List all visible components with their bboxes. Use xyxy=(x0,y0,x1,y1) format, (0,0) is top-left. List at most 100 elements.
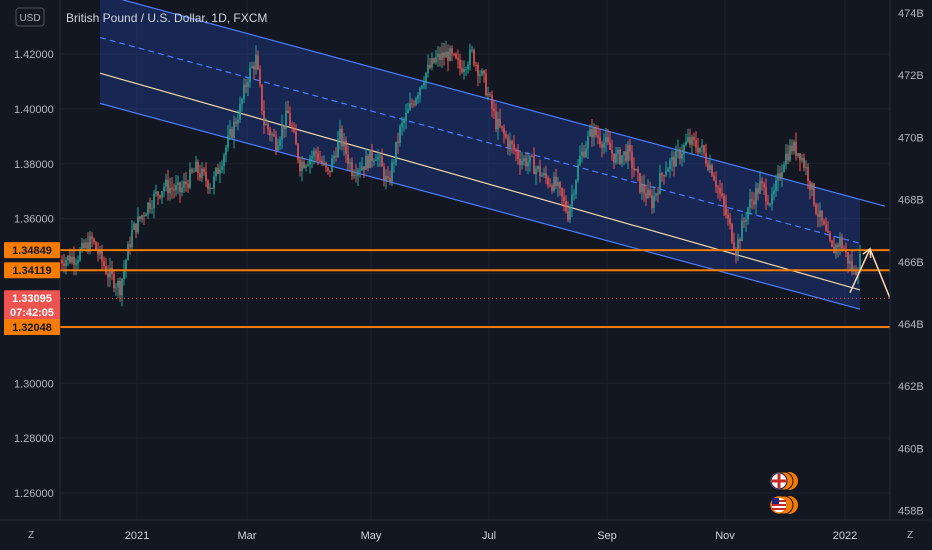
candle-body xyxy=(303,161,305,168)
candle-body xyxy=(215,168,217,177)
candle-body xyxy=(297,144,299,160)
candle-body xyxy=(319,160,321,162)
us-event-flag-icon[interactable] xyxy=(770,495,798,515)
candle-body xyxy=(431,58,433,68)
candle-body xyxy=(443,52,445,58)
candle-body xyxy=(491,95,493,109)
candle-body xyxy=(263,111,265,126)
candle-body xyxy=(69,255,71,263)
candle-body xyxy=(475,64,477,66)
trend-channel-lower-line[interactable] xyxy=(99,102,861,310)
candle-body xyxy=(223,155,225,167)
candle-body xyxy=(97,249,99,255)
candle-body xyxy=(247,82,249,87)
candle-body xyxy=(455,53,457,59)
candle-body xyxy=(217,168,219,174)
candle-body xyxy=(697,147,699,153)
candle-body xyxy=(187,183,189,188)
candle-body xyxy=(575,180,577,194)
candle-body xyxy=(701,145,703,148)
candle-body xyxy=(149,202,151,209)
candle-body xyxy=(191,169,193,172)
candle-body xyxy=(659,173,661,194)
candle-body xyxy=(591,129,593,138)
candle-body xyxy=(565,201,567,212)
candle-body xyxy=(801,157,803,161)
candle-body xyxy=(325,162,327,168)
candle-body xyxy=(207,180,209,189)
candle-body xyxy=(651,195,653,208)
candle-body xyxy=(323,162,325,164)
candle-body xyxy=(605,137,607,143)
candle-body xyxy=(727,215,729,219)
candle-body xyxy=(435,57,437,63)
candle-body xyxy=(115,287,117,289)
left-axis-tick-label: 1.38000 xyxy=(14,159,54,171)
right-scale-auto-button[interactable]: Z xyxy=(907,530,913,541)
candle-body xyxy=(417,95,419,99)
candle-body xyxy=(381,156,383,167)
candle-body xyxy=(537,166,539,169)
candle-body xyxy=(211,187,213,189)
candle-body xyxy=(245,84,247,87)
candle-body xyxy=(759,181,761,194)
right-axis-tick-label: 468B xyxy=(898,195,924,207)
candle-body xyxy=(499,118,501,127)
candle-body xyxy=(363,166,365,170)
candle-body xyxy=(783,164,785,173)
price-tag xyxy=(4,319,60,336)
secondary-trend-line[interactable] xyxy=(99,72,861,291)
candle-body xyxy=(481,70,483,75)
candle-body xyxy=(835,244,837,254)
candle-body xyxy=(65,260,67,267)
candle-body xyxy=(219,169,221,174)
candle-body xyxy=(183,181,185,188)
candle-body xyxy=(779,173,781,179)
candle-body xyxy=(761,181,763,184)
candle-body xyxy=(831,240,833,247)
left-axis-tick-label: 1.30000 xyxy=(14,378,54,390)
candle-body xyxy=(177,182,179,186)
candle-body xyxy=(521,160,523,165)
candle-body xyxy=(621,155,623,164)
x-axis-tick-label: Nov xyxy=(715,530,735,542)
candle-body xyxy=(279,139,281,146)
candle-body xyxy=(849,261,851,264)
candle-body xyxy=(623,151,625,156)
currency-button[interactable]: USD xyxy=(15,7,45,27)
candle-body xyxy=(485,73,487,96)
candle-body xyxy=(595,127,597,136)
candle-body xyxy=(305,165,307,168)
right-axis-tick-label: 466B xyxy=(898,257,924,269)
candle-body xyxy=(447,51,449,61)
candle-body xyxy=(73,256,75,265)
candle-body xyxy=(635,168,637,171)
candle-body xyxy=(765,187,767,202)
candle-body xyxy=(529,155,531,163)
left-axis-tick-label: 1.28000 xyxy=(14,433,54,445)
candles-group xyxy=(59,40,861,307)
candle-body xyxy=(467,64,469,70)
candle-body xyxy=(679,149,681,159)
candle-body xyxy=(511,141,513,145)
candle-body xyxy=(505,134,507,138)
candle-body xyxy=(567,211,569,220)
candle-body xyxy=(581,151,583,156)
candle-body xyxy=(79,250,81,261)
trend-channel-middle-line[interactable] xyxy=(99,36,861,244)
candle-body xyxy=(307,164,309,166)
x-axis-tick-label: May xyxy=(361,530,382,542)
uk-event-flag-icon[interactable] xyxy=(770,471,798,491)
candle-body xyxy=(611,149,613,154)
left-scale-auto-button[interactable]: Z xyxy=(28,530,34,541)
candle-body xyxy=(713,175,715,181)
left-axis-ticks: 1.42000 1.40000 1.38000 1.36000 1.30000 1.280… xyxy=(14,49,54,500)
candle-body xyxy=(173,189,175,191)
candle-body xyxy=(317,153,319,161)
candle-body xyxy=(797,153,799,156)
candle-body xyxy=(663,175,665,177)
forecast-arrow-line[interactable] xyxy=(849,248,871,294)
candle-body xyxy=(271,134,273,136)
candle-body xyxy=(685,141,687,146)
